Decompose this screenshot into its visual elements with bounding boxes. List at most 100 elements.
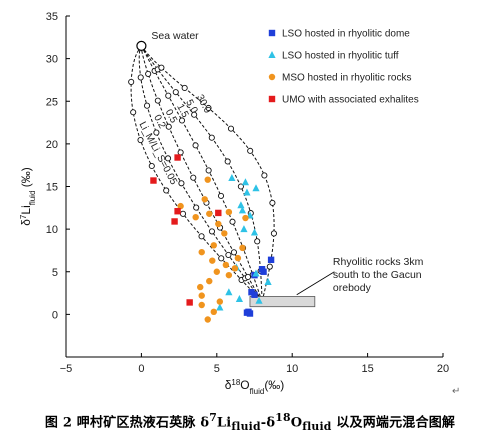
y-axis-title-part: (‰) bbox=[19, 167, 33, 190]
caption-suffix: 以及两端元混合图解 bbox=[331, 415, 456, 431]
mixing-curve-tick bbox=[181, 84, 188, 92]
mixing-curve-tick bbox=[229, 218, 236, 225]
mixing-curve bbox=[140, 45, 263, 302]
data-point-series-3 bbox=[210, 308, 217, 316]
mixing-curve-tick bbox=[208, 228, 216, 235]
mixing-curve-tick bbox=[137, 74, 144, 81]
figure-caption: 图 2 呷村矿区热液石英脉 δ7Lifluid-δ18Ofluid 以及两端元混… bbox=[0, 411, 500, 433]
mixing-curve-tick bbox=[270, 230, 277, 237]
data-point-series-3 bbox=[225, 208, 233, 216]
mixing-curve-tick bbox=[172, 89, 179, 96]
rhyolite-field bbox=[249, 296, 316, 308]
mixing-curve-tick bbox=[225, 251, 232, 258]
mixing-curves bbox=[128, 40, 277, 306]
axes: −5 0 5 10 15 2005101520253035δ18Ofluid(‰)δ7Li… bbox=[19, 11, 450, 396]
data-point-series-3 bbox=[198, 292, 205, 299]
mixing-curve-tick bbox=[165, 92, 172, 99]
rhyolite-annotation-line: south to the Gacun bbox=[333, 269, 422, 281]
mixing-curve bbox=[140, 45, 263, 302]
legend: LSO hosted in rhyolitic dome LSO hosted i… bbox=[268, 29, 419, 106]
caption-sub-fluid-1: fluid bbox=[231, 419, 261, 433]
mixing-curve-tick bbox=[244, 273, 252, 281]
data-point-series-3 bbox=[215, 220, 222, 228]
x-tick-label: 15 bbox=[361, 363, 373, 375]
data-point-series-2 bbox=[255, 296, 263, 304]
y-tick-label: 15 bbox=[46, 182, 58, 194]
mixing-curve-tick bbox=[128, 78, 135, 85]
caption-prefix: 图 2 呷村矿区热液石英脉 δ bbox=[44, 415, 210, 431]
data-point-series-4 bbox=[174, 154, 181, 161]
data-point-series-2 bbox=[238, 206, 247, 214]
mixing-curve-tick bbox=[163, 187, 170, 194]
mixing-curve-tick bbox=[227, 125, 235, 132]
data-point-series-3 bbox=[234, 254, 242, 262]
mixing-curve-tick bbox=[130, 109, 137, 116]
mixing-curve-tick bbox=[261, 172, 268, 179]
mixing-curve-tick bbox=[144, 102, 151, 109]
mixing-curve-tick bbox=[153, 129, 160, 136]
x-axis-title-part: (‰) bbox=[264, 378, 284, 392]
mixing-curve-tick bbox=[205, 104, 212, 112]
mixing-curve-tick bbox=[154, 97, 161, 104]
x-axis-title-part: 18 bbox=[231, 378, 240, 387]
data-point-series-2 bbox=[252, 269, 260, 277]
mixing-curve-tick bbox=[217, 192, 225, 199]
mixing-curve-tick bbox=[218, 255, 225, 262]
x-tick-label: 5 bbox=[214, 363, 220, 375]
mixing-curve bbox=[130, 45, 263, 302]
data-point-series-1 bbox=[258, 265, 266, 273]
data-point-series-2 bbox=[240, 225, 248, 233]
data-point-series-4 bbox=[171, 218, 178, 225]
caption-sup-7: 7 bbox=[209, 411, 217, 424]
sea-water-label: Sea water bbox=[151, 30, 199, 42]
mixing-curve-tick bbox=[190, 174, 197, 181]
mixing-curve-tick bbox=[145, 70, 152, 77]
data-point-series-3 bbox=[213, 268, 220, 275]
y-tick-label: 30 bbox=[46, 54, 58, 66]
mixing-curve-tick bbox=[269, 199, 276, 206]
data-point-series-2 bbox=[235, 295, 244, 303]
data-point-series-3 bbox=[225, 271, 233, 279]
data-point-series-4 bbox=[186, 299, 193, 306]
data-point-series-3 bbox=[192, 213, 199, 221]
data-point-series-2 bbox=[216, 303, 224, 311]
data-point-series-2 bbox=[237, 201, 245, 209]
x-tick-label: 10 bbox=[286, 363, 298, 375]
data-point-series-3 bbox=[216, 298, 224, 305]
data-point-series-2 bbox=[250, 228, 259, 236]
y-tick-label: 25 bbox=[46, 96, 58, 108]
legend-marker bbox=[268, 73, 276, 81]
y-axis-title-part: 7 bbox=[19, 214, 28, 219]
legend-label: UMO with associated exhalites bbox=[282, 95, 419, 106]
data-point-series-1 bbox=[267, 256, 275, 264]
rhyolite-annotation-line: Rhyolitic rocks 3km bbox=[333, 256, 424, 268]
mixing-curve-tick bbox=[192, 142, 199, 149]
mixing-curve bbox=[140, 45, 263, 302]
data-points bbox=[150, 154, 275, 323]
data-point-series-2 bbox=[225, 288, 233, 296]
legend-marker bbox=[268, 95, 276, 103]
caption-sub-fluid-2: fluid bbox=[302, 419, 332, 433]
mixing-chart: −5 0 5 10 15 2005101520253035δ18Ofluid(‰)δ7Li… bbox=[19, 11, 450, 396]
data-point-series-3 bbox=[197, 283, 204, 291]
caption-sup-18: 18 bbox=[275, 411, 291, 424]
mixing-curve-tick bbox=[208, 134, 215, 141]
y-tick-label: 0 bbox=[52, 309, 58, 321]
mixing-curve-tick bbox=[205, 167, 212, 174]
mixing-curve-tick bbox=[191, 111, 198, 118]
legend-marker bbox=[268, 29, 276, 37]
data-point-series-2 bbox=[264, 277, 272, 285]
data-point-series-2 bbox=[243, 188, 251, 196]
x-axis-title-part: O bbox=[240, 378, 249, 392]
x-axis-title: δ18Ofluid(‰) bbox=[225, 378, 285, 396]
data-point-series-3 bbox=[239, 244, 246, 252]
y-axis-title-part: δ bbox=[19, 219, 33, 226]
data-point-series-1 bbox=[251, 291, 258, 298]
y-tick-label: 35 bbox=[46, 11, 58, 23]
data-point-series-3 bbox=[177, 202, 184, 210]
data-point-series-2 bbox=[228, 173, 236, 181]
y-axis-title: δ7Lifluid (‰) bbox=[19, 167, 37, 226]
data-point-series-1 bbox=[245, 308, 252, 316]
x-tick-label: 20 bbox=[437, 363, 449, 375]
